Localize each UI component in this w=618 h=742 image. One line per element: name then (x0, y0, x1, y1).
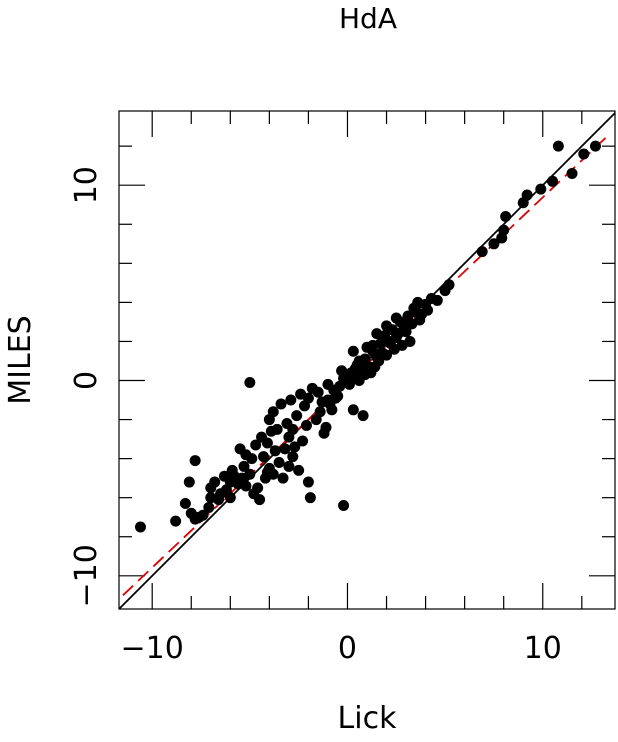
data-point (285, 394, 297, 406)
data-point (371, 328, 383, 340)
data-point (300, 419, 312, 431)
data-point (343, 378, 355, 390)
data-point (328, 384, 340, 396)
plot-area (118, 110, 616, 610)
tick-labels: −10 0 10 −10 0 10 (69, 166, 562, 666)
chart-title: HdA (339, 2, 397, 35)
y-tick-label: 0 (69, 371, 104, 390)
y-tick-label: −10 (69, 544, 104, 607)
data-point (521, 189, 533, 201)
data-point (203, 501, 215, 513)
data-point (322, 394, 334, 406)
data-point (589, 140, 601, 152)
data-point (498, 224, 510, 236)
data-point (261, 437, 273, 449)
data-point (197, 509, 209, 521)
data-point (566, 167, 578, 179)
data-point (312, 386, 324, 398)
data-point (291, 410, 303, 422)
data-point (431, 294, 443, 306)
data-point (367, 339, 379, 351)
data-point (269, 445, 281, 457)
data-point (283, 431, 295, 443)
data-point (369, 361, 381, 373)
data-point (254, 494, 266, 506)
x-axis-label: Lick (338, 701, 398, 736)
x-tick-label: −10 (121, 631, 184, 666)
data-point (338, 499, 350, 511)
data-point (500, 210, 512, 222)
data-point (250, 439, 262, 451)
data-point (183, 476, 195, 488)
data-point (265, 425, 277, 437)
data-point (238, 460, 250, 472)
data-point (277, 472, 289, 484)
data-point (476, 246, 488, 258)
data-point (302, 392, 314, 404)
data-point (336, 365, 348, 377)
axis-ticks (119, 111, 615, 609)
data-point (209, 476, 221, 488)
data-point (377, 347, 389, 359)
data-point (547, 175, 559, 187)
data-point (390, 312, 402, 324)
data-point (347, 345, 359, 357)
data-point (273, 457, 285, 469)
data-point (578, 148, 590, 160)
data-point (384, 337, 396, 349)
data-point (179, 498, 191, 510)
data-point (318, 427, 330, 439)
data-point (400, 326, 412, 338)
data-point (552, 140, 564, 152)
data-point (287, 451, 299, 463)
data-point (218, 470, 230, 482)
data-point (304, 492, 316, 504)
data-point (404, 335, 416, 347)
data-point (267, 406, 279, 418)
plot-frame (118, 110, 616, 610)
data-point (261, 466, 273, 478)
data-point (189, 455, 201, 467)
data-point (279, 443, 291, 455)
data-point (412, 296, 424, 308)
data-point (488, 238, 500, 250)
data-point (283, 460, 295, 472)
data-point (244, 468, 256, 480)
data-point (134, 521, 146, 533)
data-point (314, 406, 326, 418)
data-point (359, 369, 371, 381)
data-point (224, 492, 236, 504)
data-point (422, 304, 434, 316)
data-point (226, 464, 238, 476)
data-point (246, 453, 258, 465)
data-point (357, 410, 369, 422)
data-point (297, 435, 309, 447)
data-point (258, 451, 270, 463)
data-point (244, 376, 256, 388)
x-tick-label: 10 (524, 631, 562, 666)
data-point (252, 482, 264, 494)
data-points (134, 140, 601, 533)
data-point (170, 515, 182, 527)
y-axis-label: MILES (3, 315, 38, 404)
data-point (347, 404, 359, 416)
data-point (240, 480, 252, 492)
data-point (302, 476, 314, 488)
data-point (289, 441, 301, 453)
data-point (275, 398, 287, 410)
x-tick-label: 0 (338, 631, 357, 666)
data-point (349, 363, 361, 375)
data-point (535, 183, 547, 195)
data-point (293, 464, 305, 476)
data-point (381, 320, 393, 332)
y-tick-label: 10 (69, 166, 104, 204)
data-point (439, 285, 451, 297)
